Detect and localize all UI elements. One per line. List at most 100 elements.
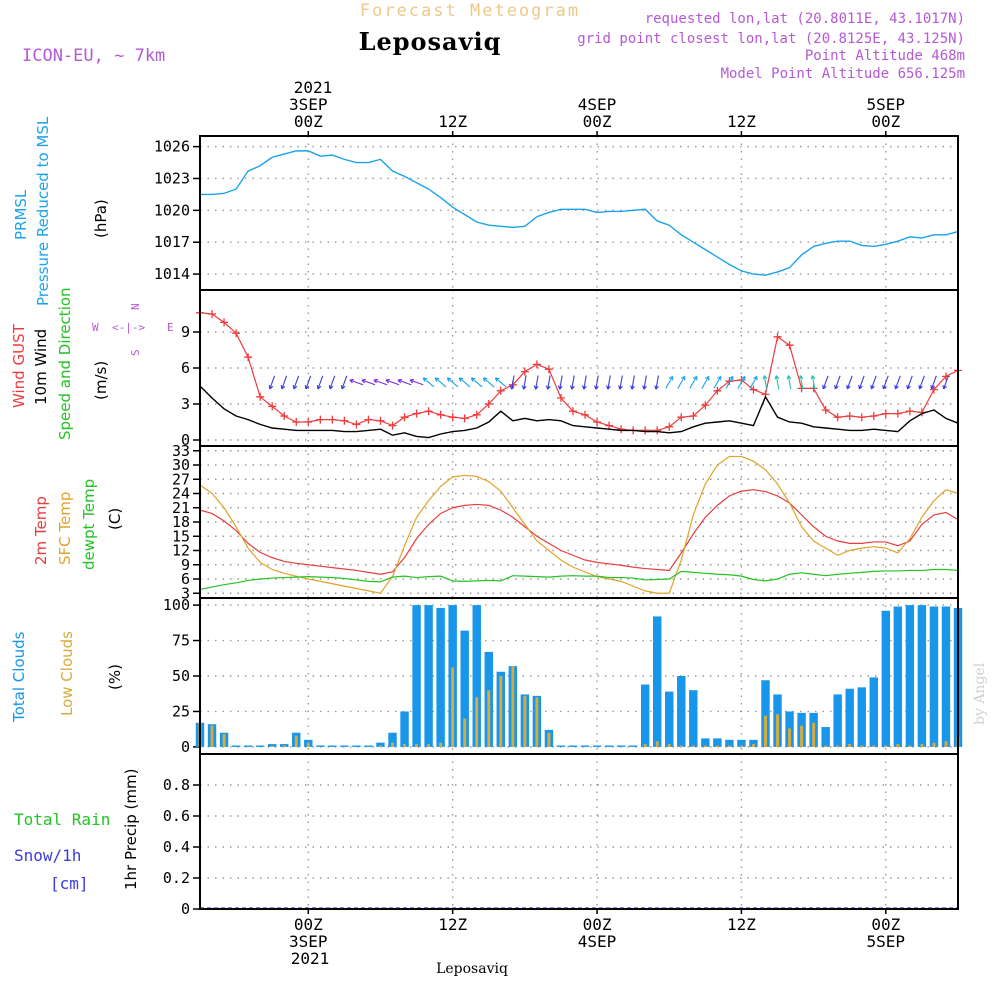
low-clouds-bar xyxy=(270,745,274,747)
grid-point-coordinates: grid point closest lon,lat (20.8125E, 43… xyxy=(577,31,965,47)
chart-subtitle: Forecast Meteogram xyxy=(360,1,580,21)
low-clouds-label: Low Clouds xyxy=(58,631,76,716)
low-clouds-bar xyxy=(282,745,286,747)
wind-direction-arrow xyxy=(665,375,674,389)
wind-direction-arrow xyxy=(397,378,412,386)
top-day-label: 5SEP xyxy=(867,95,906,114)
temp-2m-line xyxy=(199,489,959,575)
wind-gust-marker xyxy=(292,418,301,426)
wind-gust-marker xyxy=(581,410,590,419)
wind-gust-marker xyxy=(304,418,313,426)
low-clouds-bar xyxy=(860,745,864,747)
clouds-ytick-label: 75 xyxy=(172,632,190,650)
total-clouds-bar xyxy=(243,745,253,747)
compass-arrow: <-|-> xyxy=(112,321,145,334)
cloud-labels: Total Clouds Low Clouds (%) xyxy=(10,631,124,723)
total-clouds-bar xyxy=(689,690,698,747)
precip-labels: Total Rain Snow/1h [cm] 1hr Precip (mm) xyxy=(14,769,140,893)
wind-direction-arrow xyxy=(906,375,913,390)
top-day-label: 4SEP xyxy=(578,95,617,114)
low-clouds-bar xyxy=(667,744,671,747)
wind-direction-arrow xyxy=(749,375,758,389)
wind-direction-arrow xyxy=(434,377,447,388)
wind-direction-arrow xyxy=(581,375,587,390)
wind-gust-marker xyxy=(641,426,650,435)
low-clouds-bar xyxy=(752,744,755,747)
temperature-ytick-label: 12 xyxy=(172,542,190,560)
wind-direction-arrow xyxy=(642,375,647,390)
temperature-ytick-label: 24 xyxy=(172,485,190,503)
wind-direction-arrow xyxy=(834,375,841,390)
bottom-day-label: 3SEP xyxy=(289,932,328,951)
total-clouds-bar xyxy=(472,605,481,747)
low-clouds-bar xyxy=(511,666,515,747)
wind-direction-arrow xyxy=(422,377,435,388)
wind-gust-marker xyxy=(821,406,830,414)
wind-direction-arrow xyxy=(630,375,635,390)
low-clouds-bar xyxy=(547,732,551,747)
wind-gust-marker xyxy=(520,367,529,376)
temp-sfc-line xyxy=(199,455,959,594)
low-clouds-bar xyxy=(415,744,419,747)
precip-axis-label: 1hr Precip (mm) xyxy=(122,769,140,890)
wind-gust-marker xyxy=(785,341,794,350)
top-time-label: 00Z xyxy=(871,112,900,131)
low-clouds-bar xyxy=(836,745,840,747)
wind-gust-marker xyxy=(316,415,325,424)
low-clouds-bar xyxy=(391,742,394,747)
wind-gust-marker xyxy=(424,407,433,416)
clouds-ytick-label: 0 xyxy=(181,738,190,756)
total-clouds-bar xyxy=(328,745,337,747)
total-rain-label: Total Rain xyxy=(14,810,110,829)
requested-coordinates: requested lon,lat (20.8011E, 43.1017N) xyxy=(645,11,965,27)
clouds-ytick-label: 100 xyxy=(163,596,190,614)
total-clouds-bar xyxy=(929,606,939,747)
wind-gust-marker xyxy=(220,318,229,327)
wind-gust-marker xyxy=(689,412,698,420)
snow-unit-label: [cm] xyxy=(50,874,89,893)
total-clouds-bar xyxy=(376,742,385,747)
total-clouds-bar xyxy=(857,687,866,747)
low-clouds-bar xyxy=(523,695,527,747)
wind-direction-arrow xyxy=(894,375,901,390)
total-clouds-bar xyxy=(737,739,746,747)
wind-direction-arrow xyxy=(918,375,925,390)
top-time-label: 12Z xyxy=(727,112,756,131)
pressure-ytick-label: 1014 xyxy=(154,265,190,283)
top-year-label: 2021 xyxy=(294,78,333,97)
low-clouds-bar xyxy=(222,734,226,747)
wind-gust-marker xyxy=(388,421,397,430)
bottom-time-label: 00Z xyxy=(294,915,323,934)
wind-direction-arrow xyxy=(606,375,611,390)
total-clouds-bar xyxy=(749,739,758,747)
wind-direction-arrow xyxy=(533,375,539,390)
low-clouds-bar xyxy=(944,741,948,747)
wind-direction-arrow xyxy=(786,375,792,390)
wind-gust-marker xyxy=(665,422,674,431)
clouds-ytick-label: 50 xyxy=(172,667,190,685)
low-clouds-bar xyxy=(451,667,455,747)
wind-unit-label: (m/s) xyxy=(92,361,110,400)
wind-direction-arrow xyxy=(858,375,865,390)
wind-gust-marker xyxy=(725,377,734,386)
wind-direction-arrow xyxy=(942,375,949,390)
temperature-ytick-label: 27 xyxy=(172,470,190,488)
total-clouds-label: Total Clouds xyxy=(10,631,28,723)
total-clouds-bar xyxy=(616,745,626,747)
wind-direction-arrow xyxy=(762,375,768,390)
wind-gust-marker xyxy=(376,416,385,425)
low-clouds-bar xyxy=(788,728,791,747)
wind-direction-arrow xyxy=(822,375,829,390)
total-clouds-bar xyxy=(640,684,650,747)
temperature-ytick-label: 18 xyxy=(172,513,190,531)
wind-direction-arrow xyxy=(446,377,459,388)
total-clouds-bar xyxy=(412,605,421,747)
low-clouds-bar xyxy=(691,745,695,747)
low-clouds-bar xyxy=(932,742,936,747)
wind-direction-arrow xyxy=(545,375,551,390)
wind-gust-marker xyxy=(713,386,722,395)
top-time-label: 12Z xyxy=(438,112,467,131)
wind-direction-arrow xyxy=(470,377,483,388)
pressure-unit-label: (hPa) xyxy=(92,199,110,238)
wind-direction-arrow xyxy=(328,375,336,390)
